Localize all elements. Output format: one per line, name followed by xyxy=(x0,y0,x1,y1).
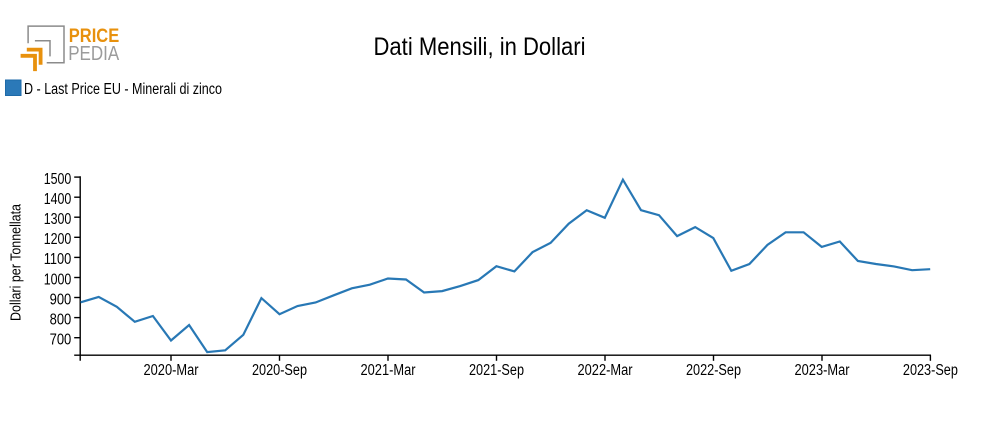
svg-text:D - Last Price EU - Minerali d: D - Last Price EU - Minerali di zinco xyxy=(24,81,222,98)
svg-text:1000: 1000 xyxy=(44,271,72,288)
svg-text:1400: 1400 xyxy=(44,191,72,208)
svg-text:1100: 1100 xyxy=(44,251,72,268)
svg-text:2023-Sep: 2023-Sep xyxy=(903,362,958,379)
svg-text:2022-Mar: 2022-Mar xyxy=(578,362,633,379)
svg-text:2021-Sep: 2021-Sep xyxy=(469,362,524,379)
svg-text:Dati Mensili, in Dollari: Dati Mensili, in Dollari xyxy=(374,33,586,61)
svg-text:1300: 1300 xyxy=(44,211,72,228)
svg-text:Dollari per Tonnellata: Dollari per Tonnellata xyxy=(8,203,25,321)
svg-text:PRICE: PRICE xyxy=(69,26,119,47)
svg-text:1200: 1200 xyxy=(44,231,72,248)
svg-text:1500: 1500 xyxy=(44,171,72,188)
svg-text:700: 700 xyxy=(50,332,72,349)
svg-text:2023-Mar: 2023-Mar xyxy=(795,362,850,379)
svg-text:900: 900 xyxy=(50,291,72,308)
svg-text:2020-Mar: 2020-Mar xyxy=(144,362,199,379)
svg-text:2021-Mar: 2021-Mar xyxy=(361,362,416,379)
svg-text:PEDIA: PEDIA xyxy=(68,43,120,65)
svg-text:2020-Sep: 2020-Sep xyxy=(252,362,307,379)
svg-text:2022-Sep: 2022-Sep xyxy=(686,362,741,379)
svg-text:800: 800 xyxy=(50,311,72,328)
